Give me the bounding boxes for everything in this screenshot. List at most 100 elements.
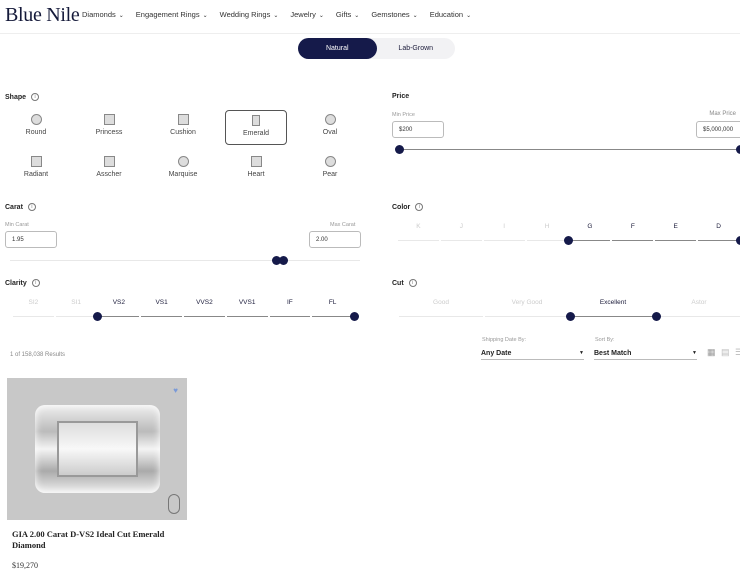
grade-vvs2[interactable]: VVS2 xyxy=(196,299,213,306)
product-price: $19,270 xyxy=(12,561,38,570)
shape-heart[interactable]: Heart xyxy=(225,152,287,187)
track-segment xyxy=(13,316,54,317)
shape-label: Pear xyxy=(322,171,338,178)
shape-radiant[interactable]: Radiant xyxy=(5,152,67,187)
carat-slider-track xyxy=(10,260,360,261)
grid-view-icon[interactable]: ▦ xyxy=(707,347,716,357)
track-segment xyxy=(485,316,569,317)
shape-label: Marquise xyxy=(168,171,198,178)
grade-vvs1[interactable]: VVS1 xyxy=(238,299,256,306)
max-carat-input[interactable]: 2.00 xyxy=(309,231,361,248)
track-segment xyxy=(440,240,482,241)
grade-very-good[interactable]: Very Good xyxy=(511,299,543,306)
track-segment xyxy=(526,240,568,241)
max-price-input[interactable]: $5,000,000 xyxy=(696,121,740,138)
grade-vs1[interactable]: VS1 xyxy=(155,299,168,306)
grade-excellent[interactable]: Excellent xyxy=(599,299,627,306)
track-segment xyxy=(226,316,268,317)
cut-min-handle[interactable] xyxy=(565,312,575,321)
track-segment xyxy=(184,316,225,317)
grade-h[interactable]: H xyxy=(544,223,550,230)
lab-grown-tab[interactable]: Lab-Grown xyxy=(398,45,434,52)
grade-d[interactable]: D xyxy=(716,223,721,230)
nav-wedding-rings[interactable]: Wedding Rings ⌄ xyxy=(219,10,279,19)
chevron-down-icon: ⌄ xyxy=(466,13,472,19)
nav-engagement-rings[interactable]: Engagement Rings ⌄ xyxy=(135,10,208,19)
chevron-down-icon: ⌄ xyxy=(354,13,360,19)
track-segment xyxy=(55,316,97,317)
chevron-down-icon: ⌄ xyxy=(118,13,124,19)
clarity-min-handle[interactable] xyxy=(93,312,102,321)
price-min-handle[interactable] xyxy=(394,145,404,154)
caret-down-icon: ▼ xyxy=(692,350,697,356)
nav-gemstones[interactable]: Gemstones ⌄ xyxy=(371,10,418,19)
natural-tab[interactable]: Natural xyxy=(298,38,377,59)
results-count: 1 of 158,038 Results xyxy=(10,352,66,358)
grade-k[interactable]: K xyxy=(416,223,421,230)
cut-max-handle[interactable] xyxy=(651,312,661,321)
min-price-input[interactable]: $200 xyxy=(392,121,444,138)
color-min-handle[interactable] xyxy=(564,236,573,245)
product-image[interactable]: ♥ xyxy=(7,378,187,520)
info-icon[interactable]: i xyxy=(408,279,417,287)
heart-favorite-icon[interactable]: ♥ xyxy=(173,386,178,395)
grade-g[interactable]: G xyxy=(587,223,593,230)
marquise-shape-icon xyxy=(177,156,189,167)
grade-vs2[interactable]: VS2 xyxy=(112,299,126,306)
info-icon[interactable]: i xyxy=(415,203,424,211)
grade-good[interactable]: Good xyxy=(433,299,449,306)
info-icon[interactable]: i xyxy=(31,279,40,287)
shape-princess[interactable]: Princess xyxy=(78,110,140,145)
carat-min-handle[interactable] xyxy=(271,256,281,265)
price-max-handle[interactable] xyxy=(735,145,740,154)
track-segment xyxy=(698,240,739,241)
grade-j[interactable]: J xyxy=(459,223,463,230)
max-price-label: Max Price xyxy=(709,111,736,117)
360-view-icon[interactable] xyxy=(168,494,180,514)
shape-emerald[interactable]: Emerald xyxy=(225,110,287,145)
carat-max-handle[interactable] xyxy=(278,256,288,265)
nav-gifts[interactable]: Gifts ⌄ xyxy=(335,10,360,19)
heart-shape-icon xyxy=(250,156,262,167)
chevron-down-icon: ⌄ xyxy=(202,13,208,19)
sort-dropdown[interactable]: Best Match ▼ xyxy=(594,347,697,360)
grade-i[interactable]: I xyxy=(503,223,506,230)
shape-cushion[interactable]: Cushion xyxy=(152,110,214,145)
nav-education[interactable]: Education ⌄ xyxy=(429,10,472,19)
caret-down-icon: ▼ xyxy=(579,350,584,356)
nav-diamonds[interactable]: Diamonds ⌄ xyxy=(82,10,124,19)
shape-asscher[interactable]: Asscher xyxy=(78,152,140,187)
track-segment xyxy=(312,316,353,317)
logo[interactable]: Blue Nile xyxy=(5,4,80,26)
shape-pear[interactable]: Pear xyxy=(299,152,361,187)
grade-if[interactable]: IF xyxy=(286,299,293,306)
shape-round[interactable]: Round xyxy=(5,110,67,145)
list-view-icon[interactable]: ☰ xyxy=(735,347,740,357)
shape-label: Radiant xyxy=(23,171,49,178)
sort-label: Sort By: xyxy=(595,337,615,343)
grade-si1[interactable]: SI1 xyxy=(71,299,82,306)
compact-view-icon[interactable]: ▤ xyxy=(721,347,730,357)
shape-marquise[interactable]: Marquise xyxy=(152,152,214,187)
shape-oval[interactable]: Oval xyxy=(299,110,361,145)
grade-e[interactable]: E xyxy=(673,223,678,230)
product-title[interactable]: GIA 2.00 Carat D-VS2 Ideal Cut Emerald D… xyxy=(12,529,165,550)
header-divider xyxy=(0,33,740,34)
min-carat-input[interactable]: 1.95 xyxy=(5,231,57,248)
info-icon[interactable]: i xyxy=(27,203,36,211)
price-slider-track xyxy=(399,149,740,150)
grade-fl[interactable]: FL xyxy=(328,299,337,306)
grade-f[interactable]: F xyxy=(630,223,635,230)
nav-jewelry[interactable]: Jewelry ⌄ xyxy=(290,10,324,19)
clarity-max-handle[interactable] xyxy=(349,312,359,321)
info-icon[interactable]: i xyxy=(31,93,40,101)
grade-si2[interactable]: SI2 xyxy=(28,299,39,306)
shape-label: Round xyxy=(25,129,47,136)
asscher-shape-icon xyxy=(103,156,115,167)
color-max-handle[interactable] xyxy=(735,236,740,245)
chevron-down-icon: ⌄ xyxy=(412,13,418,19)
shipping-date-dropdown[interactable]: Any Date ▼ xyxy=(481,347,584,360)
shape-heading: Shape i xyxy=(5,93,40,101)
grade-astor[interactable]: Astor xyxy=(691,299,707,306)
track-segment xyxy=(612,240,654,241)
